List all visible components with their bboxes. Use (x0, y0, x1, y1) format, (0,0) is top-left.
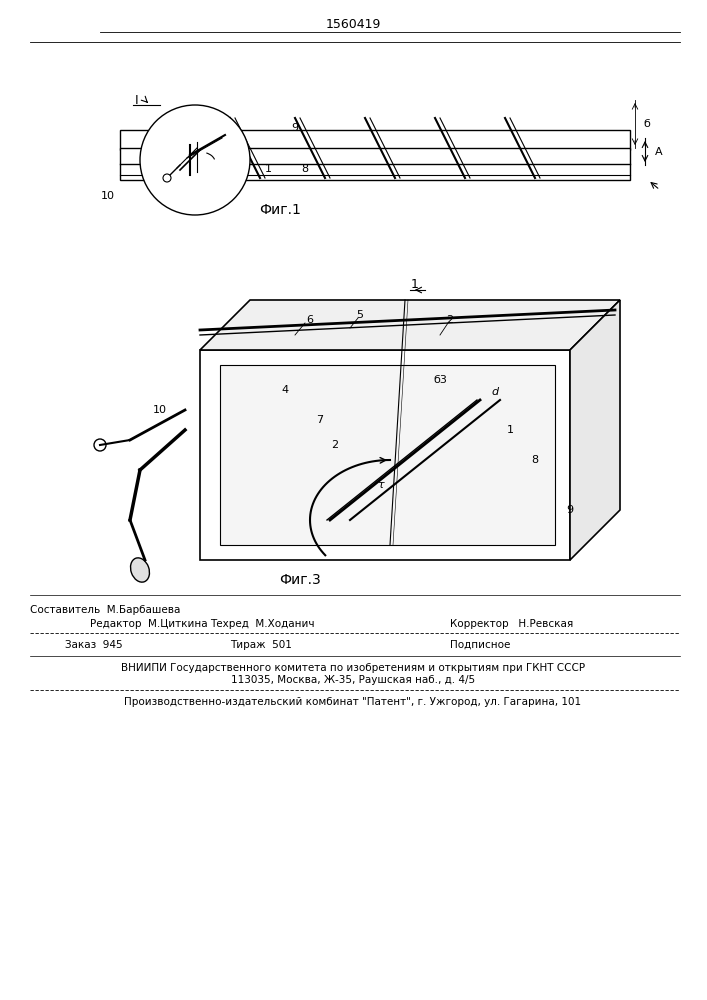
Polygon shape (200, 350, 570, 560)
Text: Редактор  М.Циткина: Редактор М.Циткина (90, 619, 208, 629)
Bar (120, 148, 630, 180)
Text: 5: 5 (172, 152, 178, 162)
Text: Тираж  501: Тираж 501 (230, 640, 292, 650)
Text: ВНИИПИ Государственного комитета по изобретениям и открытиям при ГКНТ СССР: ВНИИПИ Государственного комитета по изоб… (121, 663, 585, 673)
Text: 8: 8 (532, 455, 539, 465)
Text: 1560419: 1560419 (325, 18, 380, 31)
Text: Корректор   Н.Ревская: Корректор Н.Ревская (450, 619, 573, 629)
Text: τ: τ (377, 480, 383, 490)
Text: 7: 7 (182, 122, 189, 132)
Text: A: A (655, 147, 662, 157)
Text: 1: 1 (506, 425, 513, 435)
Circle shape (94, 439, 106, 451)
Text: d: d (491, 387, 498, 397)
Text: 2: 2 (221, 119, 228, 129)
Text: 10: 10 (153, 405, 167, 415)
Text: 9: 9 (291, 123, 298, 133)
Ellipse shape (131, 558, 149, 582)
Text: Фиг.3: Фиг.3 (279, 573, 321, 587)
Circle shape (140, 105, 250, 215)
Text: б: б (643, 119, 650, 129)
Text: α: α (211, 145, 218, 155)
Text: 4: 4 (281, 385, 288, 395)
Text: 9: 9 (566, 505, 573, 515)
Text: 6: 6 (156, 150, 163, 160)
Text: Фиг.1: Фиг.1 (259, 203, 301, 217)
Polygon shape (220, 365, 555, 545)
Text: 6: 6 (307, 315, 313, 325)
Text: Подписное: Подписное (450, 640, 510, 650)
Text: Производственно-издательский комбинат "Патент", г. Ужгород, ул. Гагарина, 101: Производственно-издательский комбинат "П… (124, 697, 582, 707)
Text: Техред  М.Ходанич: Техред М.Ходанич (210, 619, 315, 629)
Text: 10: 10 (101, 191, 115, 201)
Polygon shape (200, 300, 620, 350)
Circle shape (163, 174, 171, 182)
Text: 7: 7 (317, 415, 324, 425)
Text: 8: 8 (301, 164, 308, 174)
Text: 2: 2 (332, 440, 339, 450)
Polygon shape (570, 300, 620, 560)
Text: б3: б3 (433, 375, 447, 385)
Text: I: I (135, 94, 139, 106)
Text: Заказ  945: Заказ 945 (65, 640, 122, 650)
Bar (120, 130, 630, 150)
Text: 113035, Москва, Ж-35, Раушская наб., д. 4/5: 113035, Москва, Ж-35, Раушская наб., д. … (231, 675, 475, 685)
Text: 1: 1 (264, 164, 271, 174)
Text: 1: 1 (411, 278, 419, 292)
Text: 2: 2 (446, 315, 454, 325)
Text: 5: 5 (356, 310, 363, 320)
Text: Составитель  М.Барбашева: Составитель М.Барбашева (30, 605, 180, 615)
